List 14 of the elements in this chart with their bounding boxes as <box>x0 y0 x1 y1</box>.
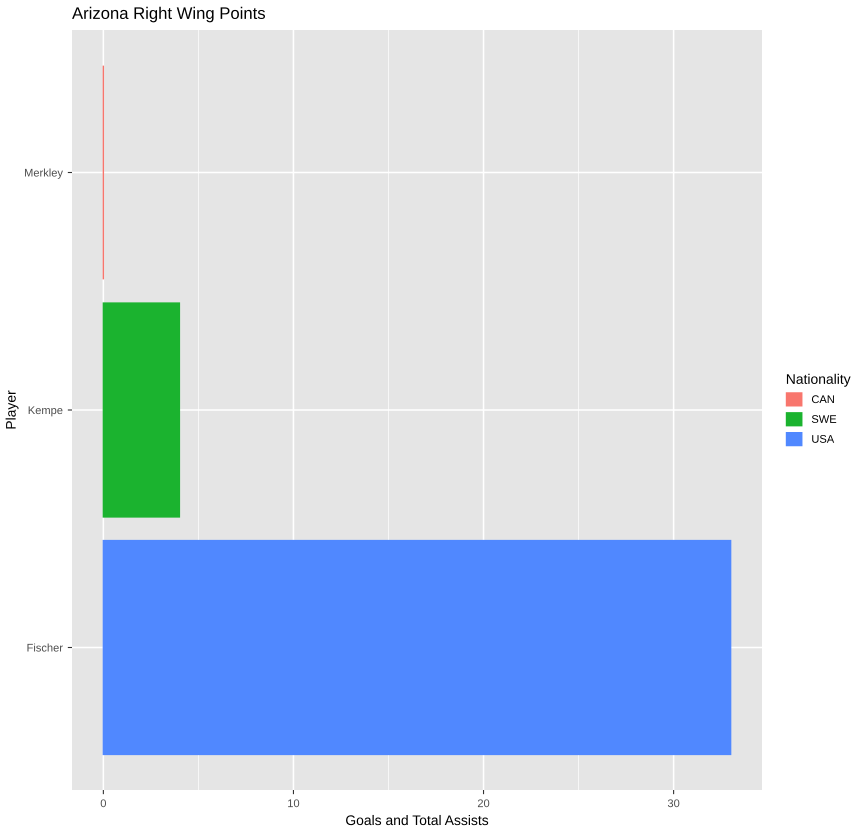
chart-title: Arizona Right Wing Points <box>72 6 265 22</box>
x-tick-label: 30 <box>668 799 680 808</box>
legend-label: CAN <box>812 395 834 404</box>
y-tick-label: Fischer <box>27 643 63 652</box>
x-axis-title: Goals and Total Assists <box>346 814 488 826</box>
legend-label: USA <box>812 434 834 443</box>
y-axis-title: Player <box>6 390 19 429</box>
legend-label: SWE <box>812 415 836 423</box>
legend-title: Nationality <box>786 374 851 387</box>
y-tick-label: Kempe <box>28 406 62 416</box>
x-tick-label: 0 <box>100 799 106 808</box>
x-tick-label: 10 <box>288 799 300 808</box>
x-tick-label: 20 <box>478 799 490 808</box>
y-tick-label: Merkley <box>24 168 63 179</box>
